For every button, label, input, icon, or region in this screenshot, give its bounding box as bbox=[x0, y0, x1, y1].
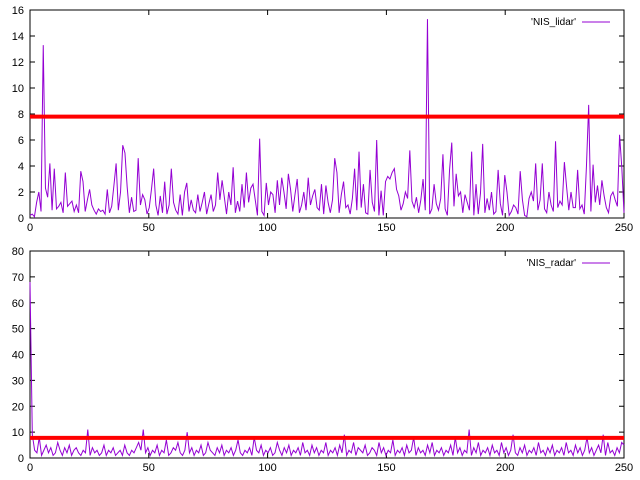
x-tick-label: 50 bbox=[143, 222, 155, 234]
x-tick-label: 250 bbox=[615, 222, 633, 234]
x-tick-label: 150 bbox=[377, 222, 395, 234]
x-tick-label: 200 bbox=[496, 462, 514, 474]
y-tick-label: 2 bbox=[18, 187, 24, 199]
y-tick-label: 4 bbox=[18, 161, 24, 173]
y-tick-label: 16 bbox=[12, 5, 24, 17]
y-tick-label: 8 bbox=[18, 109, 24, 121]
x-tick-label: 0 bbox=[27, 222, 33, 234]
y-tick-label: 20 bbox=[12, 401, 24, 413]
plot-frame bbox=[29, 250, 625, 459]
x-tick-label: 50 bbox=[143, 462, 155, 474]
y-tick-label: 40 bbox=[12, 350, 24, 362]
x-tick-label: 100 bbox=[258, 462, 276, 474]
x-tick-label: 150 bbox=[377, 462, 395, 474]
x-tick-label: 100 bbox=[258, 222, 276, 234]
y-tick-label: 14 bbox=[12, 31, 24, 43]
series-line bbox=[29, 19, 625, 218]
plot-frame bbox=[29, 9, 625, 219]
y-tick-label: 50 bbox=[12, 324, 24, 336]
y-tick-label: 10 bbox=[12, 83, 24, 95]
x-tick-label: 0 bbox=[27, 462, 33, 474]
y-tick-label: 6 bbox=[18, 135, 24, 147]
y-tick-label: 70 bbox=[12, 272, 24, 284]
y-tick-label: 12 bbox=[12, 57, 24, 69]
legend-label: 'NIS_radar' bbox=[527, 258, 576, 269]
y-tick-label: 10 bbox=[12, 427, 24, 439]
nis-radar-chart: 0 50 100 150 200 250 0 10 20 30 40 50 60 70 80 'NIS_rad… bbox=[12, 246, 633, 474]
y-tick-label: 60 bbox=[12, 298, 24, 310]
x-tick-label: 200 bbox=[496, 222, 514, 234]
nis-lidar-chart: 0 50 100 150 200 250 0 2 4 6 8 10 12 14 16 'NIS_lidar' bbox=[12, 5, 633, 234]
y-tick-label: 30 bbox=[12, 375, 24, 387]
y-tick-label: 80 bbox=[12, 246, 24, 258]
y-tick-label: 0 bbox=[18, 213, 24, 225]
series-line bbox=[29, 282, 625, 458]
y-tick-label: 0 bbox=[18, 453, 24, 465]
x-tick-label: 250 bbox=[615, 462, 633, 474]
legend-label: 'NIS_lidar' bbox=[531, 17, 576, 28]
